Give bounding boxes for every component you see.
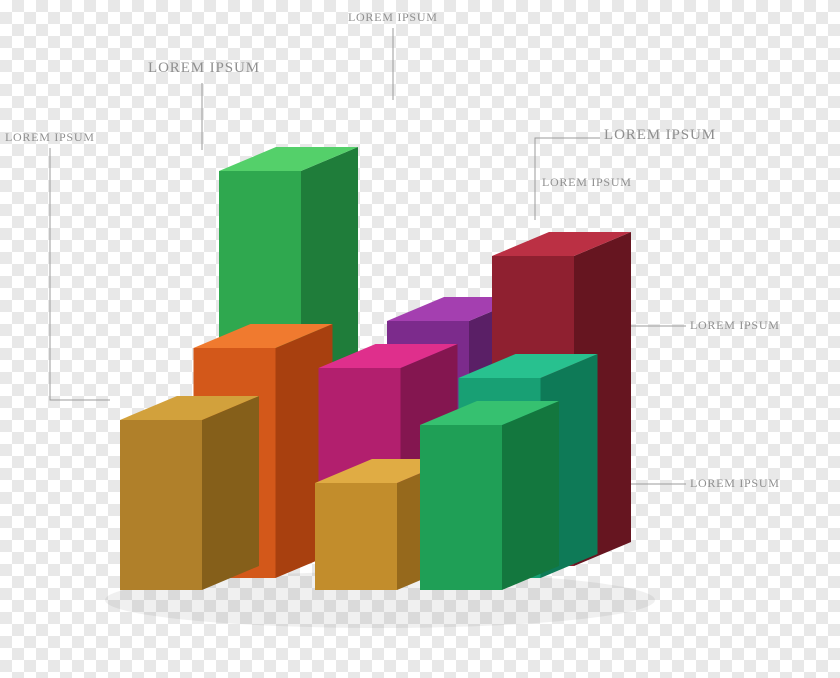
- bar-front-left-olive: [120, 396, 259, 590]
- bars-3d: [0, 0, 840, 678]
- bar-front-right-green2: [420, 401, 559, 590]
- lbl-right-upper: LOREM IPSUM: [604, 127, 716, 144]
- lbl-top-left: LOREM IPSUM: [148, 60, 260, 77]
- lbl-left: LOREM IPSUM: [5, 130, 95, 145]
- lbl-right-mid: LOREM IPSUM: [542, 175, 632, 190]
- lbl-right-lower: LOREM IPSUM: [690, 318, 780, 333]
- bar3d-infographic: LOREM IPSUM LOREM IPSUM LOREM IPSUM LOREM I…: [0, 0, 840, 678]
- lbl-top-center: LOREM IPSUM: [348, 10, 438, 25]
- lbl-right-bottom: LOREM IPSUM: [690, 476, 780, 491]
